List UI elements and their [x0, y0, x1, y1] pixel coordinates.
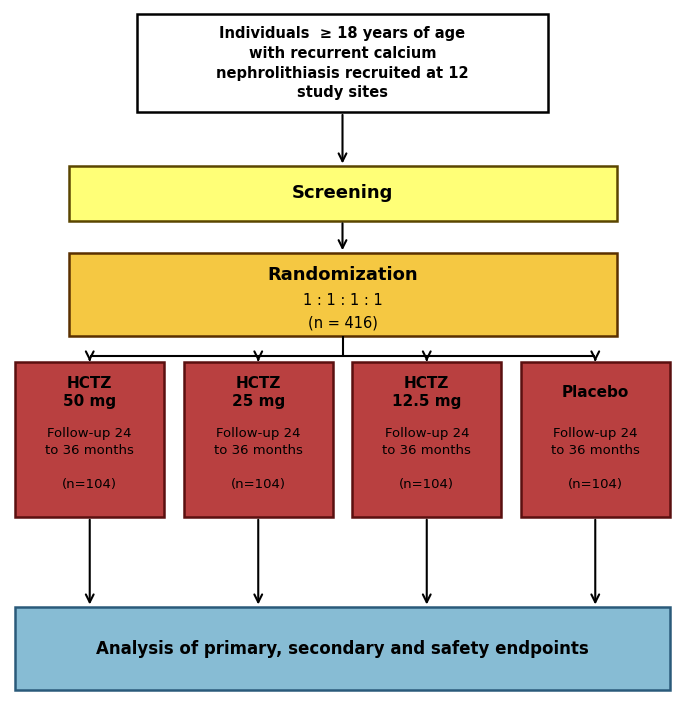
Text: Individuals  ≥ 18 years of age
with recurrent calcium
nephrolithiasis recruited : Individuals ≥ 18 years of age with recur…: [216, 26, 469, 100]
FancyBboxPatch shape: [184, 362, 333, 517]
Text: Randomization: Randomization: [267, 267, 418, 284]
Text: Analysis of primary, secondary and safety endpoints: Analysis of primary, secondary and safet…: [96, 640, 589, 658]
FancyBboxPatch shape: [15, 362, 164, 517]
Text: Follow-up 24
to 36 months

(n=104): Follow-up 24 to 36 months (n=104): [45, 427, 134, 492]
FancyBboxPatch shape: [137, 14, 548, 112]
Text: HCTZ
25 mg: HCTZ 25 mg: [232, 376, 285, 409]
FancyBboxPatch shape: [521, 362, 670, 517]
Text: Follow-up 24
to 36 months

(n=104): Follow-up 24 to 36 months (n=104): [551, 427, 640, 492]
FancyBboxPatch shape: [352, 362, 501, 517]
Text: HCTZ
50 mg: HCTZ 50 mg: [63, 376, 116, 409]
Text: 1 : 1 : 1 : 1: 1 : 1 : 1 : 1: [303, 293, 382, 308]
Text: HCTZ
12.5 mg: HCTZ 12.5 mg: [392, 376, 462, 409]
Text: Placebo: Placebo: [562, 385, 629, 400]
FancyBboxPatch shape: [15, 607, 670, 690]
Text: Screening: Screening: [292, 184, 393, 202]
FancyBboxPatch shape: [68, 166, 616, 221]
FancyBboxPatch shape: [68, 253, 616, 336]
Text: Follow-up 24
to 36 months

(n=104): Follow-up 24 to 36 months (n=104): [382, 427, 471, 492]
Text: (n = 416): (n = 416): [308, 315, 377, 330]
Text: Follow-up 24
to 36 months

(n=104): Follow-up 24 to 36 months (n=104): [214, 427, 303, 492]
